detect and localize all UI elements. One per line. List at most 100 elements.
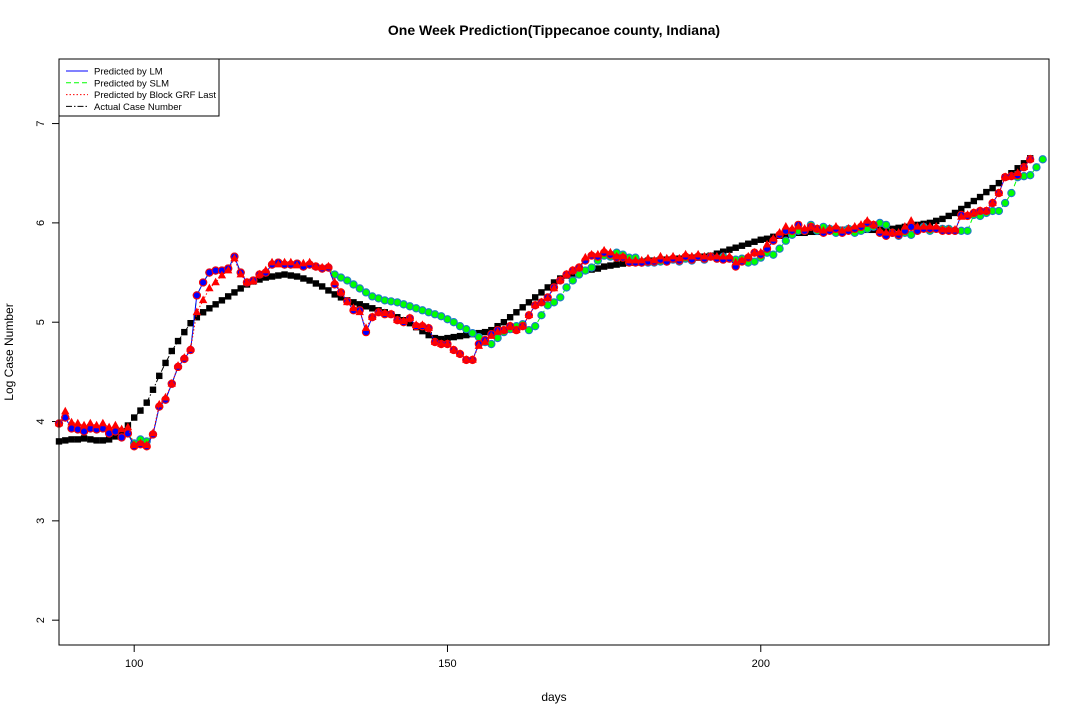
data-point-grf [988,198,997,206]
data-point-actual [268,273,276,280]
data-point-grf [98,418,108,427]
data-point-slm [449,318,458,327]
data-point-grf [211,277,220,286]
data-point-actual [933,217,940,225]
data-point-grf [975,206,985,214]
data-point-actual [726,246,733,253]
data-point-grf [1000,172,1010,180]
data-point-actual [143,399,150,406]
data-point-slm [531,322,540,331]
data-point-slm [1038,155,1047,164]
data-point-grf [875,226,885,234]
data-point-grf [731,257,740,266]
data-point-actual [80,435,88,442]
data-point-slm [537,311,546,320]
data-point-actual [218,297,226,304]
data-point-actual [895,224,902,232]
data-point-grf [455,349,465,357]
data-point-grf [123,422,133,431]
data-point-grf [706,251,715,260]
data-point-slm [462,325,471,334]
data-point-grf [531,300,540,309]
data-point-grf [812,224,822,232]
data-point-grf [693,249,703,258]
data-point-grf [969,208,979,216]
data-point-actual [745,240,752,247]
data-point-grf [374,307,383,316]
x-tick-label: 100 [125,658,143,670]
data-point-actual [532,294,539,301]
data-point-grf [913,222,922,230]
data-point-actual [337,294,345,301]
data-point-slm [556,293,565,302]
data-point-grf [311,261,321,270]
data-point-grf [317,262,327,271]
chart-title: One Week Prediction(Tippecanoe county, I… [388,22,720,38]
data-point-grf [662,253,671,262]
legend-label-lm: Predicted by LM [94,67,163,78]
data-point-grf [104,422,114,431]
data-point-actual [318,283,326,290]
data-point-actual [287,272,295,279]
data-point-grf [762,239,772,248]
data-point-grf [888,228,897,236]
data-point-grf [637,255,646,264]
data-point-actual [293,273,301,280]
data-point-grf [349,303,358,312]
x-tick-label: 200 [752,658,770,670]
data-point-actual [206,305,213,312]
data-point-actual [544,284,551,291]
data-point-grf [938,225,947,233]
data-point-grf [443,339,452,347]
data-point-grf [305,257,314,266]
data-point-grf [330,277,339,286]
data-point-actual [362,303,370,310]
data-point-grf [944,225,953,233]
data-point-grf [167,378,176,387]
data-point-grf [142,440,151,449]
data-point-actual [456,332,464,340]
data-point-grf [499,325,509,333]
data-point-actual [224,293,232,300]
data-point-actual [550,279,558,286]
data-point-grf [236,269,245,278]
data-point-actual [193,314,201,321]
data-point-actual [732,244,739,251]
axes: 100 150 200 2 3 4 5 6 7 [35,120,770,670]
data-point-slm [907,230,916,239]
legend-label-actual: Actual Case Number [94,102,182,113]
data-point-grf [737,255,747,264]
data-point-grf [725,251,734,260]
data-point-slm [963,226,972,235]
data-point-slm [343,276,352,285]
data-point-grf [198,295,208,304]
data-point-grf [192,307,202,316]
data-point-grf [650,255,659,264]
data-point-actual [68,436,75,443]
data-point-grf [205,283,214,292]
data-point-grf [267,257,277,266]
data-point-grf [242,277,252,286]
data-point-grf [994,188,1004,196]
data-point-grf [831,222,841,230]
data-point-grf [581,252,590,261]
legend-label-grf: Predicted by Block GRF Last [94,90,216,101]
data-point-grf [549,283,559,292]
data-point-grf [744,251,753,260]
data-point-grf [468,355,477,363]
data-point-actual [481,328,489,336]
data-point-actual [600,263,608,270]
data-point-actual [275,272,282,279]
data-point-grf [117,424,126,433]
data-point-actual [538,289,545,296]
data-point-grf [819,226,828,234]
data-point-actual [519,304,526,311]
data-point-grf [900,222,910,230]
data-point-slm [355,284,364,293]
data-point-grf [850,222,859,230]
data-point-actual [964,201,971,209]
data-point-actual [237,285,244,292]
data-point-actual [738,242,746,249]
data-point-actual [419,327,426,335]
data-point-actual [231,289,238,296]
